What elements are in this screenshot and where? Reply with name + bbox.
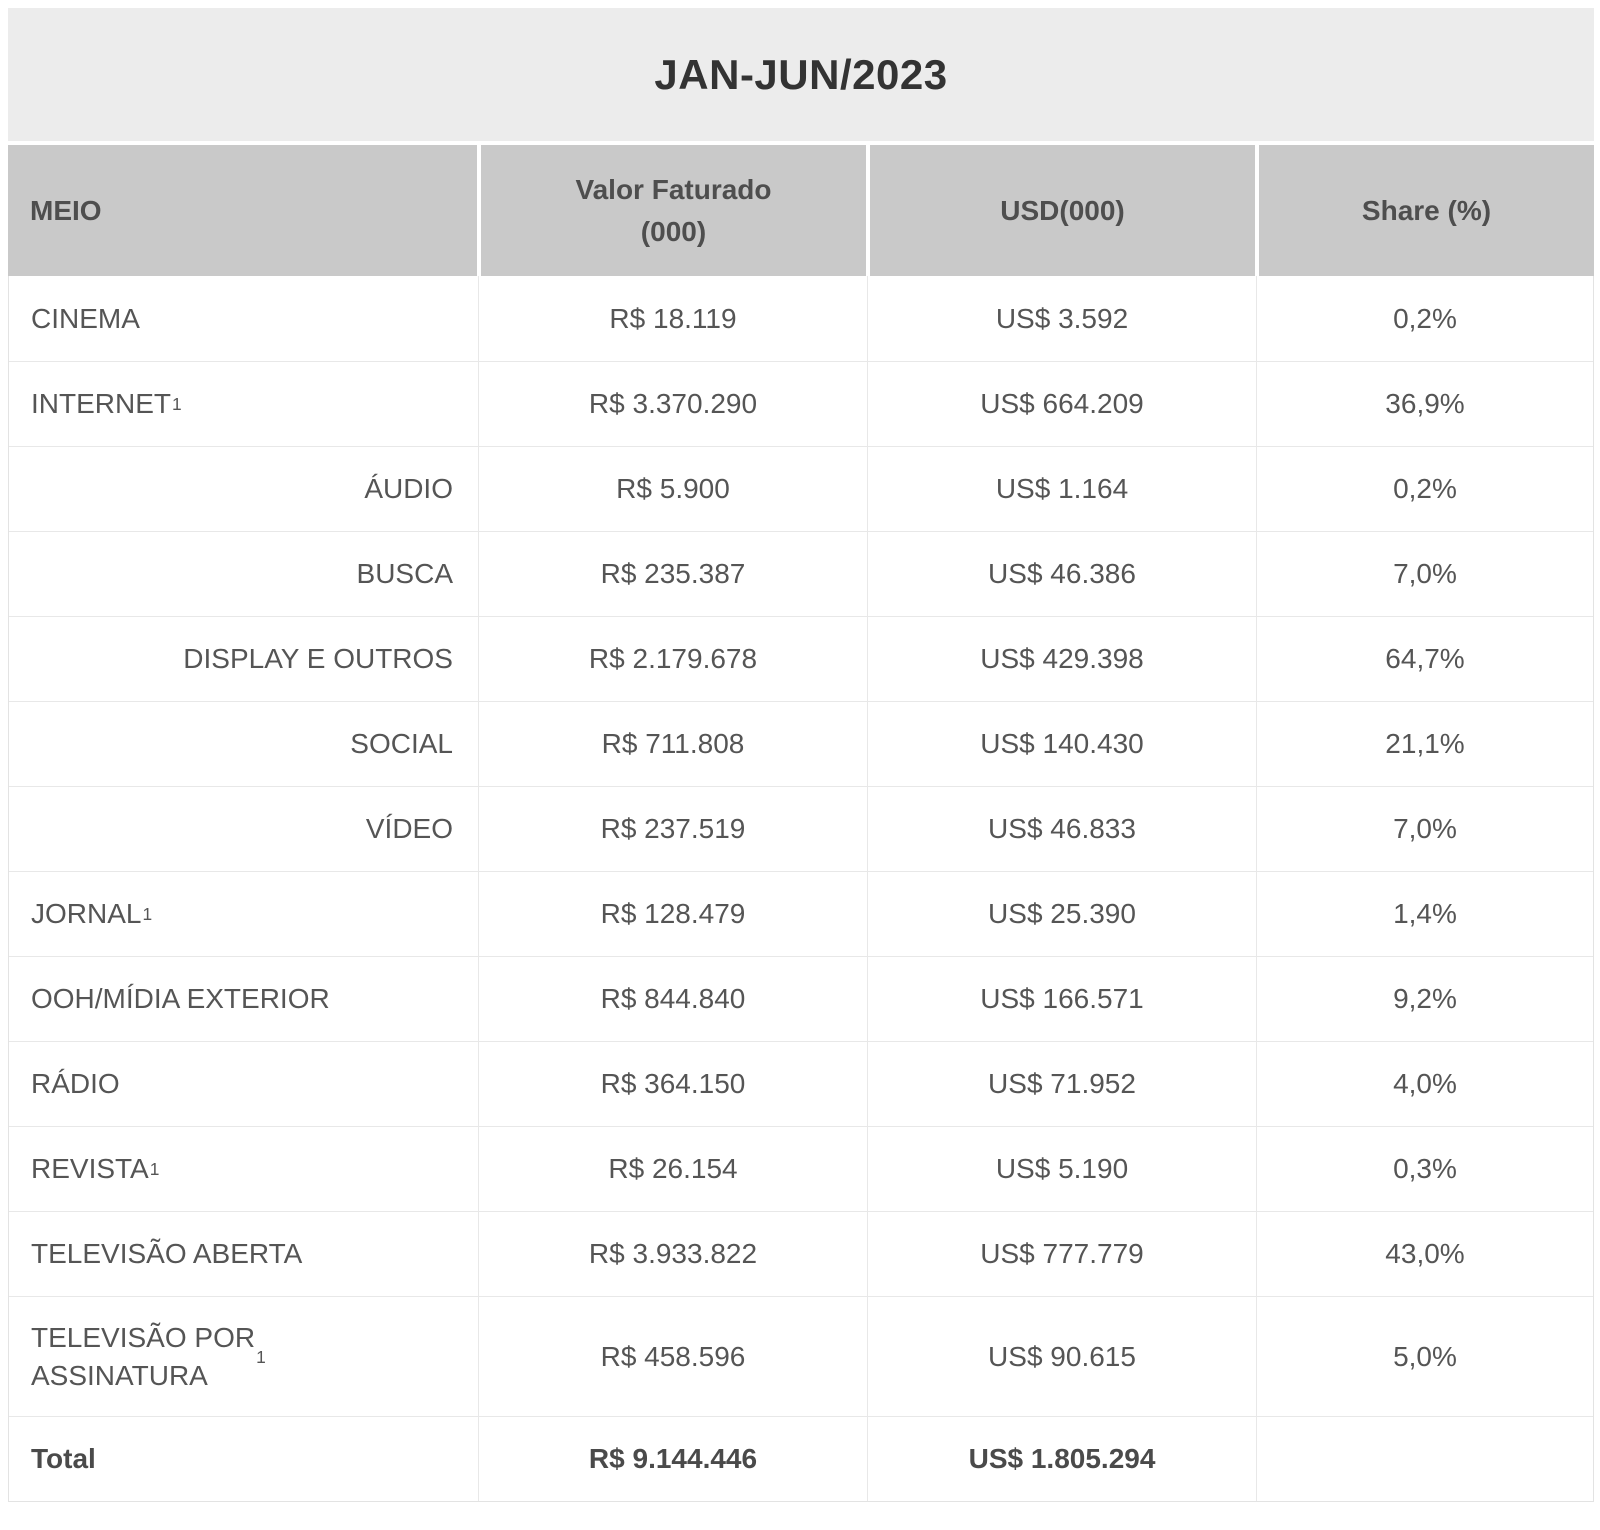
media-investment-table: JAN-JUN/2023 MEIO Valor Faturado (000) U… xyxy=(8,8,1594,1502)
column-header-share: Share (%) xyxy=(1255,145,1594,276)
cell-meio: OOH/MÍDIA EXTERIOR xyxy=(31,983,330,1015)
cell-usd: US$ 46.386 xyxy=(867,532,1256,616)
cell-usd: US$ 140.430 xyxy=(867,702,1256,786)
cell-usd: US$ 90.615 xyxy=(867,1297,1256,1416)
cell-valor: R$ 235.387 xyxy=(478,532,867,616)
cell-usd: US$ 1.805.294 xyxy=(867,1417,1256,1501)
cell-valor: R$ 2.179.678 xyxy=(478,617,867,701)
cell-meio: CINEMA xyxy=(31,302,140,334)
cell-valor: R$ 128.479 xyxy=(478,872,867,956)
row-televisao-aberta: TELEVISÃO ABERTA R$ 3.933.822 US$ 777.77… xyxy=(9,1211,1593,1296)
cell-valor: R$ 18.119 xyxy=(478,276,867,361)
row-televisao-por-assinatura: TELEVISÃO POR ASSINATURA 1 R$ 458.596 US$… xyxy=(9,1296,1593,1416)
cell-usd: US$ 664.209 xyxy=(867,362,1256,446)
cell-meio: VÍDEO xyxy=(365,813,453,845)
cell-meio: REVISTA 1 xyxy=(31,1153,160,1185)
cell-meio: DISPLAY E OUTROS xyxy=(183,643,453,675)
table-title: JAN-JUN/2023 xyxy=(654,50,948,98)
row-internet-audio: ÁUDIO R$ 5.900 US$ 1.164 0,2% xyxy=(9,446,1593,531)
cell-share: 7,0% xyxy=(1256,787,1593,871)
cell-meio: Total xyxy=(31,1443,96,1475)
column-header-valor-faturado: Valor Faturado (000) xyxy=(477,145,866,276)
row-cinema: CINEMA R$ 18.119 US$ 3.592 0,2% xyxy=(9,276,1593,361)
cell-share xyxy=(1256,1417,1593,1501)
cell-share: 5,0% xyxy=(1256,1297,1593,1416)
cell-valor: R$ 5.900 xyxy=(478,447,867,531)
cell-usd: US$ 429.398 xyxy=(867,617,1256,701)
cell-meio: RÁDIO xyxy=(31,1068,120,1100)
cell-usd: US$ 25.390 xyxy=(867,872,1256,956)
cell-share: 9,2% xyxy=(1256,957,1593,1041)
cell-meio: ÁUDIO xyxy=(364,473,453,505)
cell-valor: R$ 844.840 xyxy=(478,957,867,1041)
table-body: CINEMA R$ 18.119 US$ 3.592 0,2% INTERNET… xyxy=(8,276,1594,1502)
row-revista: REVISTA 1 R$ 26.154 US$ 5.190 0,3% xyxy=(9,1126,1593,1211)
row-internet-busca: BUSCA R$ 235.387 US$ 46.386 7,0% xyxy=(9,531,1593,616)
cell-usd: US$ 777.779 xyxy=(867,1212,1256,1296)
cell-valor: R$ 3.933.822 xyxy=(478,1212,867,1296)
cell-valor: R$ 9.144.446 xyxy=(478,1417,867,1501)
cell-usd: US$ 3.592 xyxy=(867,276,1256,361)
cell-share: 36,9% xyxy=(1256,362,1593,446)
cell-share: 0,2% xyxy=(1256,447,1593,531)
column-header-usd: USD(000) xyxy=(866,145,1255,276)
cell-share: 0,2% xyxy=(1256,276,1593,361)
row-ooh-midia-exterior: OOH/MÍDIA EXTERIOR R$ 844.840 US$ 166.57… xyxy=(9,956,1593,1041)
cell-share: 4,0% xyxy=(1256,1042,1593,1126)
cell-usd: US$ 5.190 xyxy=(867,1127,1256,1211)
cell-usd: US$ 46.833 xyxy=(867,787,1256,871)
cell-share: 64,7% xyxy=(1256,617,1593,701)
row-internet-social: SOCIAL R$ 711.808 US$ 140.430 21,1% xyxy=(9,701,1593,786)
cell-share: 43,0% xyxy=(1256,1212,1593,1296)
row-internet: INTERNET 1 R$ 3.370.290 US$ 664.209 36,9% xyxy=(9,361,1593,446)
cell-share: 1,4% xyxy=(1256,872,1593,956)
row-total: Total R$ 9.144.446 US$ 1.805.294 xyxy=(9,1416,1593,1501)
cell-meio: BUSCA xyxy=(356,558,453,590)
row-internet-video: VÍDEO R$ 237.519 US$ 46.833 7,0% xyxy=(9,786,1593,871)
cell-share: 0,3% xyxy=(1256,1127,1593,1211)
cell-valor: R$ 26.154 xyxy=(478,1127,867,1211)
cell-meio: INTERNET 1 xyxy=(31,388,182,420)
cell-usd: US$ 1.164 xyxy=(867,447,1256,531)
cell-meio: JORNAL 1 xyxy=(31,898,153,930)
column-header-meio: MEIO xyxy=(8,145,477,276)
row-radio: RÁDIO R$ 364.150 US$ 71.952 4,0% xyxy=(9,1041,1593,1126)
cell-usd: US$ 166.571 xyxy=(867,957,1256,1041)
table-title-band: JAN-JUN/2023 xyxy=(8,8,1594,141)
row-jornal: JORNAL 1 R$ 128.479 US$ 25.390 1,4% xyxy=(9,871,1593,956)
cell-share: 21,1% xyxy=(1256,702,1593,786)
cell-meio: TELEVISÃO POR ASSINATURA 1 xyxy=(31,1321,266,1391)
cell-usd: US$ 71.952 xyxy=(867,1042,1256,1126)
cell-share: 7,0% xyxy=(1256,532,1593,616)
cell-valor: R$ 711.808 xyxy=(478,702,867,786)
column-header-row: MEIO Valor Faturado (000) USD(000) Share… xyxy=(8,145,1594,276)
cell-meio: TELEVISÃO ABERTA xyxy=(31,1238,303,1270)
cell-meio: SOCIAL xyxy=(350,728,453,760)
cell-valor: R$ 364.150 xyxy=(478,1042,867,1126)
cell-valor: R$ 458.596 xyxy=(478,1297,867,1416)
cell-valor: R$ 3.370.290 xyxy=(478,362,867,446)
row-internet-display-e-outros: DISPLAY E OUTROS R$ 2.179.678 US$ 429.39… xyxy=(9,616,1593,701)
cell-valor: R$ 237.519 xyxy=(478,787,867,871)
